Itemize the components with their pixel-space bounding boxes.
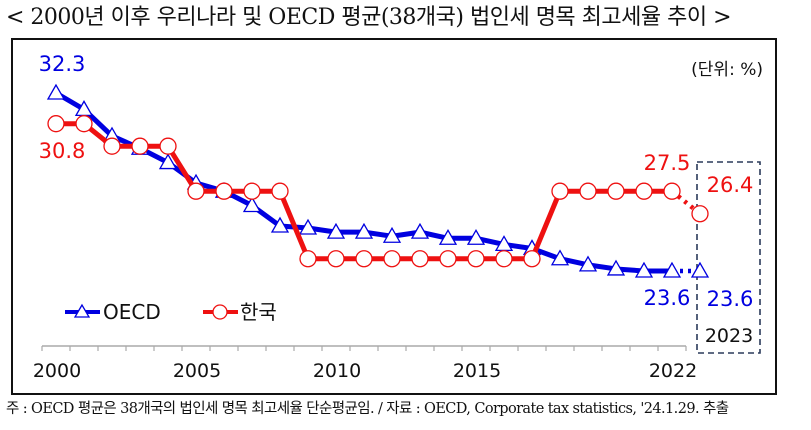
triangle-marker — [690, 261, 710, 278]
series-lines — [46, 83, 710, 278]
triangle-marker — [466, 228, 486, 245]
circle-marker — [47, 115, 65, 133]
triangle-marker — [550, 249, 570, 266]
circle-marker — [691, 205, 709, 223]
x-tick-label: 2015 — [453, 360, 501, 382]
triangle-marker — [270, 216, 290, 233]
data-labels: 32.3 30.8 27.5 26.4 23.6 23.6 — [39, 52, 754, 311]
data-label: 26.4 — [707, 173, 754, 197]
legend-korea-label: 한국 — [240, 300, 277, 324]
triangle-marker — [606, 259, 626, 276]
circle-marker — [271, 182, 289, 200]
highlight-year-label: 2023 — [705, 325, 753, 347]
circle-marker — [299, 250, 317, 268]
circle-marker — [243, 182, 261, 200]
circle-marker — [131, 137, 149, 155]
triangle-marker — [242, 196, 262, 213]
circle-marker — [355, 250, 373, 268]
circle-marker — [663, 182, 681, 200]
x-tick-label: 2010 — [313, 360, 361, 382]
data-label: 30.8 — [39, 139, 86, 163]
triangle-marker — [326, 222, 346, 239]
legend: OECD 한국 — [65, 300, 277, 324]
x-tick-label: 2000 — [33, 360, 81, 382]
circle-marker — [327, 250, 345, 268]
data-label: 32.3 — [39, 52, 86, 76]
circle-marker — [411, 250, 429, 268]
circle-marker — [383, 250, 401, 268]
triangle-marker — [298, 218, 318, 235]
data-label: 23.6 — [707, 287, 754, 311]
footnote: 주 : OECD 평균은 38개국의 법인세 명목 최고세율 단순평균임. / … — [6, 401, 729, 417]
triangle-marker — [158, 153, 178, 170]
x-tick-label: 2022 — [649, 360, 697, 382]
circle-marker — [215, 182, 233, 200]
data-label: 27.5 — [644, 151, 691, 175]
circle-marker — [607, 182, 625, 200]
triangle-marker — [46, 83, 66, 100]
circle-marker — [75, 115, 93, 133]
circle-marker — [467, 250, 485, 268]
circle-marker — [159, 137, 177, 155]
triangle-marker — [662, 261, 682, 278]
circle-marker — [187, 182, 205, 200]
circle-marker — [551, 182, 569, 200]
data-label: 23.6 — [644, 286, 691, 310]
series-projection-korea — [670, 189, 702, 216]
chart-title: < 2000년 이후 우리나라 및 OECD 평균(38개국) 법인세 명목 최… — [6, 5, 732, 30]
unit-label: (단위: %) — [691, 60, 763, 80]
legend-circle-icon — [212, 304, 228, 320]
triangle-marker — [354, 222, 374, 239]
triangle-marker — [438, 228, 458, 245]
x-tick-label: 2005 — [173, 360, 221, 382]
circle-marker — [495, 250, 513, 268]
circle-marker — [579, 182, 597, 200]
circle-marker — [635, 182, 653, 200]
x-axis: 2000 2005 2010 2015 2022 — [33, 345, 697, 382]
highlight-box — [696, 161, 761, 354]
highlight-2023-box: 2023 — [696, 161, 761, 354]
chart-frame — [11, 38, 777, 395]
circle-marker — [103, 137, 121, 155]
triangle-marker — [382, 226, 402, 243]
triangle-marker — [634, 261, 654, 278]
triangle-marker — [410, 222, 430, 239]
circle-marker — [523, 250, 541, 268]
triangle-marker — [578, 255, 598, 272]
legend-triangle-icon — [73, 303, 91, 318]
circle-marker — [439, 250, 457, 268]
legend-oecd-label: OECD — [103, 300, 161, 324]
series-line-oecd — [54, 90, 672, 274]
